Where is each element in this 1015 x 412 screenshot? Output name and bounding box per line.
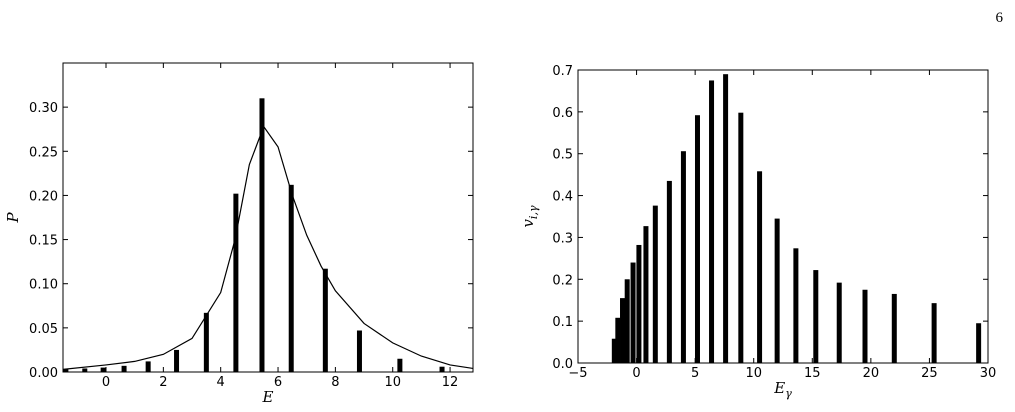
bar bbox=[652, 205, 658, 363]
plot-frame bbox=[62, 62, 474, 373]
bar bbox=[233, 193, 239, 372]
bar bbox=[774, 218, 780, 363]
bar bbox=[259, 98, 265, 373]
bar bbox=[738, 112, 744, 364]
bar bbox=[757, 171, 763, 363]
y-axis-label-main: P bbox=[4, 212, 22, 224]
y-tick-label: 0.15 bbox=[29, 234, 58, 249]
x-tick-label: 10 bbox=[384, 375, 401, 390]
x-tick-label: 20 bbox=[863, 366, 880, 381]
x-tick-label: 0 bbox=[102, 375, 110, 390]
y-tick-label: 0.0 bbox=[552, 357, 573, 372]
bar bbox=[82, 368, 88, 372]
plot-frame bbox=[577, 69, 989, 364]
y-tick-label: 0.25 bbox=[29, 145, 58, 160]
bar bbox=[397, 358, 403, 372]
x-tick-label: 6 bbox=[274, 375, 282, 390]
y-tick-label: 0.00 bbox=[29, 366, 58, 381]
bar bbox=[145, 361, 151, 372]
x-tick-label: 0 bbox=[632, 366, 640, 381]
x-axis-label-main: E bbox=[262, 388, 274, 406]
x-tick-label: 30 bbox=[980, 366, 997, 381]
bar bbox=[836, 282, 842, 363]
y-tick-label: 0.3 bbox=[552, 231, 573, 246]
bar bbox=[793, 248, 799, 363]
x-axis-label: Eγ bbox=[773, 379, 792, 400]
y-tick-label: 0.05 bbox=[29, 322, 58, 337]
bar bbox=[288, 184, 294, 372]
bar bbox=[862, 289, 868, 363]
x-tick-label: 12 bbox=[442, 375, 459, 390]
bar bbox=[723, 74, 729, 363]
bar bbox=[694, 115, 700, 363]
bar bbox=[624, 279, 630, 363]
y-axis-label-sub: i,γ bbox=[527, 205, 540, 219]
x-axis-label-sub: γ bbox=[785, 387, 792, 400]
y-tick-label: 0.6 bbox=[552, 106, 573, 121]
y-tick-label: 0.20 bbox=[29, 189, 58, 204]
bar bbox=[356, 330, 362, 372]
x-tick-label: 15 bbox=[804, 366, 821, 381]
bar bbox=[931, 303, 937, 363]
y-tick-label: 0.30 bbox=[29, 101, 58, 116]
bar bbox=[976, 323, 982, 363]
x-tick-label: −5 bbox=[568, 366, 587, 381]
y-tick-label: 0.7 bbox=[552, 64, 573, 79]
y-axis-label-main: v bbox=[519, 219, 537, 228]
y-tick-label: 0.10 bbox=[29, 278, 58, 293]
bar bbox=[322, 268, 328, 372]
y-tick-label: 0.5 bbox=[552, 148, 573, 163]
y-tick-label: 0.1 bbox=[552, 315, 573, 330]
x-tick-label: 4 bbox=[217, 375, 225, 390]
bar bbox=[63, 369, 69, 372]
x-tick-label: 5 bbox=[691, 366, 699, 381]
bar bbox=[203, 312, 209, 372]
y-axis-label: P bbox=[4, 212, 22, 224]
bar bbox=[100, 367, 106, 372]
x-tick-label: 10 bbox=[745, 366, 762, 381]
bar bbox=[643, 226, 649, 363]
bar bbox=[174, 349, 180, 372]
bar bbox=[615, 317, 621, 363]
fit-curve bbox=[62, 125, 474, 370]
bar bbox=[891, 293, 897, 363]
y-tick-label: 0.2 bbox=[552, 273, 573, 288]
bar bbox=[620, 298, 626, 363]
bar bbox=[709, 80, 715, 363]
bar bbox=[121, 365, 127, 372]
bar bbox=[611, 338, 617, 363]
y-axis-label: vi,γ bbox=[519, 205, 540, 227]
x-tick-label: 8 bbox=[331, 375, 339, 390]
bar bbox=[813, 270, 819, 363]
y-tick-label: 0.4 bbox=[552, 190, 573, 205]
bar bbox=[636, 244, 642, 363]
x-tick-label: 2 bbox=[159, 375, 167, 390]
bar bbox=[680, 151, 686, 363]
bar bbox=[666, 180, 672, 363]
x-axis-label-main: E bbox=[773, 379, 785, 397]
bar bbox=[630, 262, 636, 363]
x-axis-label: E bbox=[262, 388, 274, 406]
bar bbox=[439, 366, 445, 372]
x-tick-label: 25 bbox=[921, 366, 938, 381]
page-number: 6 bbox=[996, 10, 1004, 26]
